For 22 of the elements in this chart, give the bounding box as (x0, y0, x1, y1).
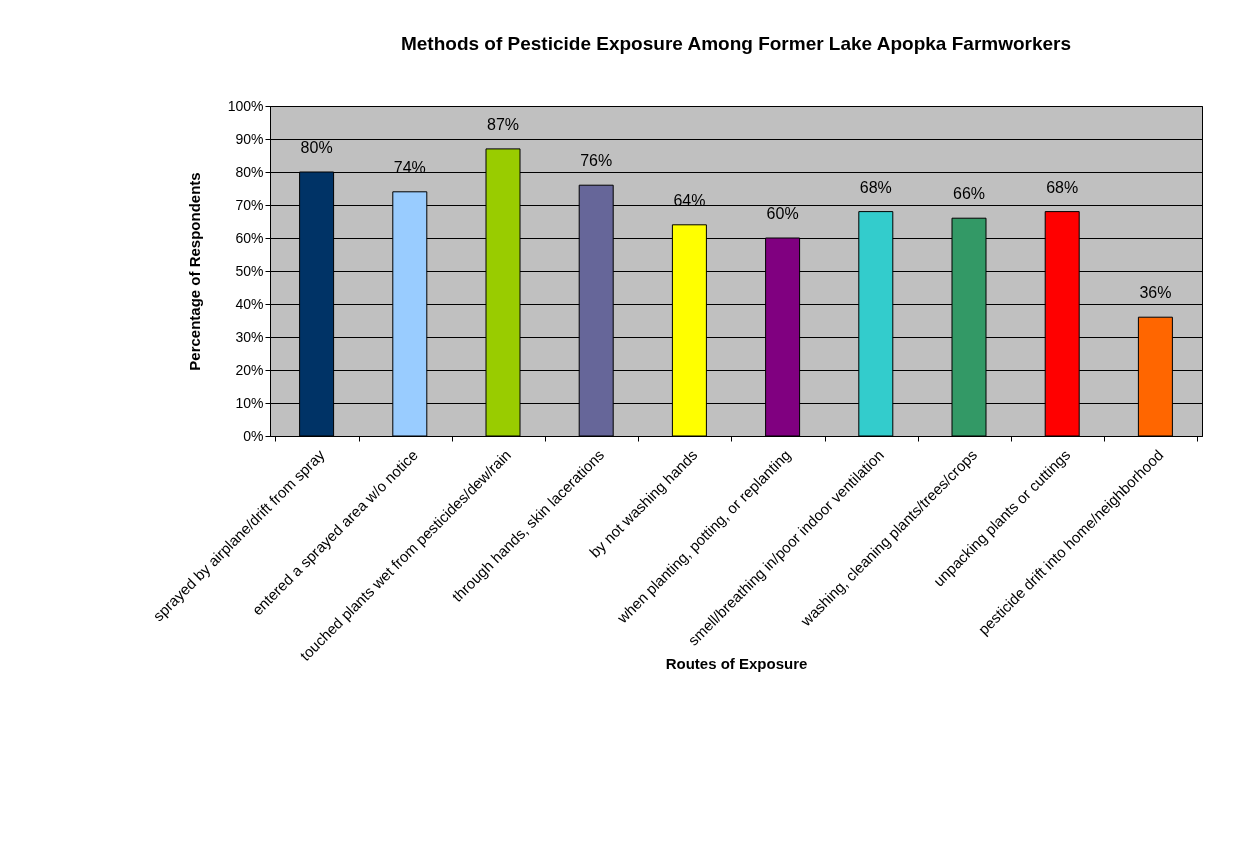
data-label: 68% (1046, 178, 1079, 196)
data-label: 87% (486, 115, 520, 133)
y-tick-label: 90% (235, 130, 264, 147)
y-tick-label: 70% (235, 196, 264, 213)
y-tick-label: 0% (243, 427, 264, 444)
y-tick-label: 20% (235, 361, 264, 378)
y-tick-label: 100% (227, 97, 264, 114)
data-label: 60% (766, 205, 799, 222)
data-label: 66% (952, 185, 986, 203)
y-axis-title: Percentage of Respondents (185, 172, 203, 371)
y-tick-label: 80% (235, 163, 264, 180)
data-label: 68% (859, 178, 892, 196)
y-tick-label: 30% (235, 328, 264, 345)
data-label: 76% (580, 152, 613, 170)
data-label: 36% (1139, 284, 1172, 302)
data-label: 80% (300, 139, 333, 156)
y-tick-label: 40% (235, 295, 264, 312)
chart-title: Methods of Pesticide Exposure Among Former Lake Apopka Farmworkers (400, 33, 1072, 54)
y-tick-label: 50% (235, 262, 264, 279)
x-axis-title: Routes of Exposure (665, 654, 808, 672)
y-tick-label: 10% (235, 394, 264, 411)
y-tick-label: 60% (235, 229, 264, 246)
